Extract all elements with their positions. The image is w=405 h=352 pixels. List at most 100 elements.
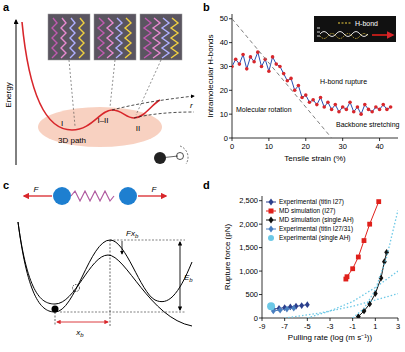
legend-label: Experimental (titin I27/31): [279, 225, 353, 233]
inset-chain: [320, 34, 368, 39]
snapshot: [48, 14, 90, 60]
data-point: [356, 313, 361, 318]
y-tick: [229, 90, 232, 91]
data-point: [374, 105, 378, 109]
legend-entry: Experimental (single AH): [268, 234, 351, 242]
inset-chain: [320, 32, 368, 37]
helix: [61, 18, 66, 58]
panel-letter: d: [203, 179, 210, 191]
legend-entry: Experimental (titin I27/31): [266, 225, 353, 233]
x-tick-label: 30: [338, 142, 346, 151]
y-tick: [229, 114, 232, 115]
helix: [98, 18, 104, 58]
y-tick-label: 1,500: [239, 243, 258, 252]
legend-entry: MD simulation (I27): [266, 207, 335, 215]
x-tick-label: -7: [281, 322, 288, 331]
helix: [162, 18, 169, 58]
data-point: [350, 266, 355, 271]
tilted-landscape: [18, 222, 192, 326]
y-tick: [259, 224, 262, 225]
y-tick-label: 40: [220, 38, 228, 47]
y-tick: [259, 200, 262, 201]
legend-label: Experimental (single AH): [279, 234, 351, 242]
data-point: [300, 96, 304, 100]
x-tick-label: 20: [302, 142, 310, 151]
helix: [116, 18, 122, 58]
y-tick-label: 0: [224, 134, 228, 143]
force-label: F: [34, 185, 40, 194]
x-axis-title: Pulling rate (log (m s⁻¹)): [288, 333, 373, 342]
data-point: [370, 110, 374, 114]
data-point: [337, 110, 341, 114]
panel-letter: c: [3, 179, 9, 191]
x-tick-label: 1: [373, 322, 377, 331]
helix: [153, 18, 160, 58]
y-axis-title: Rupture force (pN): [223, 224, 232, 291]
x-tick-label: 0: [230, 142, 234, 151]
inset: [314, 16, 396, 42]
data-point: [299, 302, 304, 309]
energy-axis: [16, 20, 17, 165]
data-point: [278, 307, 283, 314]
x-tick: [342, 138, 343, 141]
data-point: [305, 301, 310, 308]
legend-marker: [269, 226, 274, 233]
data-point: [367, 108, 371, 112]
inset-label: H-bond: [355, 20, 378, 27]
force-arrow: [24, 195, 52, 196]
panel-letter: a: [3, 1, 10, 13]
legend-entry: MD simulation (single AH): [266, 216, 354, 224]
snapshot: [94, 14, 136, 60]
guide: [60, 312, 185, 313]
data-point: [297, 84, 301, 88]
annotation: Molecular rotation: [236, 106, 292, 113]
plot-area: [267, 199, 398, 318]
data-point: [322, 105, 326, 109]
data-point: [389, 105, 393, 109]
x-tick: [307, 318, 308, 321]
data-point: [271, 55, 275, 59]
data-point: [352, 110, 356, 114]
data-point: [267, 69, 271, 73]
data-point: [341, 105, 345, 109]
data-point: [356, 105, 360, 109]
x-tick-label: -5: [304, 322, 311, 331]
data-point: [286, 79, 290, 83]
legend-marker: [269, 199, 274, 206]
series-line: [358, 252, 386, 316]
data-point: [293, 89, 297, 93]
y-tick: [229, 138, 232, 139]
x-tick-label: -3: [327, 322, 334, 331]
y-tick-label: 500: [245, 290, 258, 299]
data-point: [241, 53, 245, 57]
shift-label-sub: b: [135, 233, 139, 239]
data-point: [311, 98, 315, 102]
data-point: [289, 77, 293, 81]
pointer: [136, 60, 161, 115]
helix: [171, 18, 178, 58]
series-line: [232, 52, 391, 114]
data-point: [378, 108, 382, 112]
y-tick-label: 2,000: [239, 220, 258, 229]
pointer: [69, 60, 75, 126]
legend-marker: [269, 209, 274, 214]
annotation: Backbone stretching: [336, 121, 400, 129]
x-tick-label: 3: [396, 322, 400, 331]
y-tick: [259, 318, 262, 319]
distance-label-sub: b: [80, 332, 84, 338]
x-tick: [262, 318, 263, 321]
y-tick-label: 2,500: [239, 196, 258, 205]
data-point: [245, 67, 249, 71]
helix: [107, 18, 113, 58]
data-point: [359, 112, 363, 116]
guide: [55, 312, 56, 326]
data-point: [345, 108, 349, 112]
data-point: [326, 100, 330, 104]
data-point: [232, 65, 234, 69]
landscape: [18, 222, 192, 312]
inset-anchor: [317, 28, 320, 29]
icon-arc: [180, 146, 188, 164]
annotation: H-bond rupture: [320, 78, 367, 86]
state-label: II: [136, 124, 140, 133]
barrier-arrow: [180, 242, 181, 310]
